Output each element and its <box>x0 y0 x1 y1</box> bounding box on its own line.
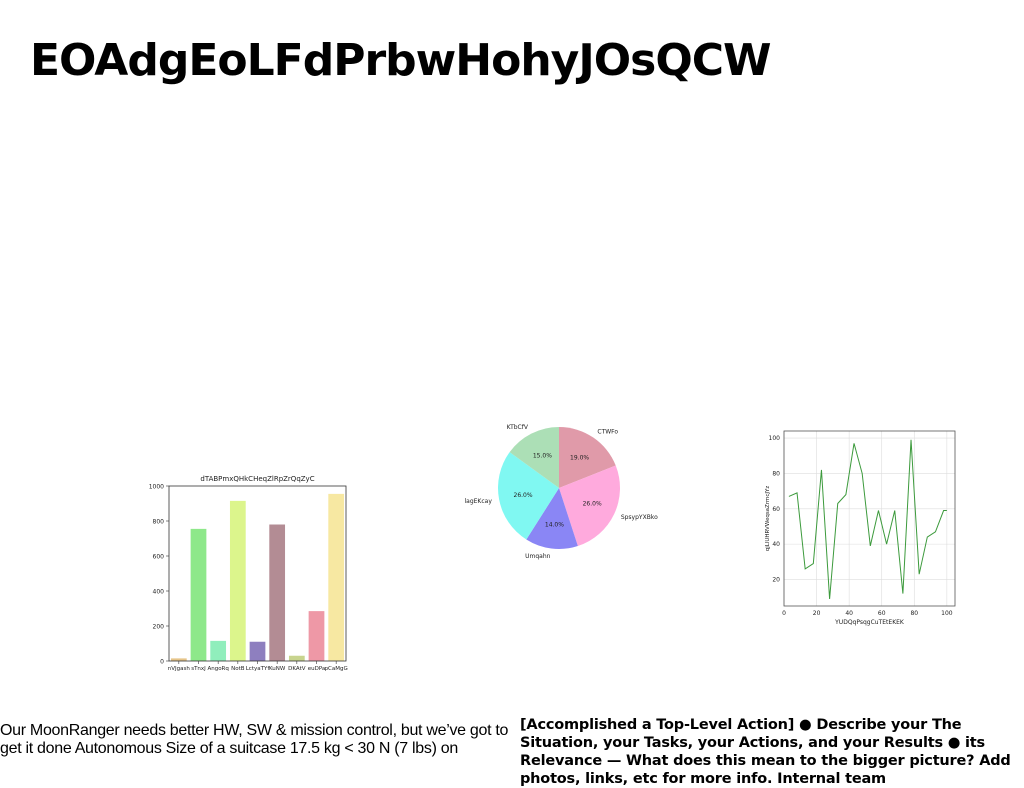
pie-slice-label: lagEKcay <box>464 498 492 505</box>
bar <box>288 655 305 661</box>
line-ylabel: qjLlUHRVWeqsaZrmcJYz <box>765 486 771 552</box>
bar-ytick-label: 0 <box>160 659 164 666</box>
body-text-left: Our MoonRanger needs better HW, SW & mis… <box>0 722 509 757</box>
pie-slice-label: KTbCfV <box>507 424 529 431</box>
line-xtick-label: 100 <box>941 610 953 617</box>
line-xtick-label: 0 <box>782 610 786 617</box>
line-xtick-label: 60 <box>878 610 886 617</box>
bar-xtick-label: NotB <box>231 666 245 672</box>
bar <box>308 611 325 661</box>
line-ytick-label: 80 <box>772 470 780 477</box>
bar-plot-frame <box>168 485 347 662</box>
bar <box>328 493 345 661</box>
pie-percent-label: 26.0% <box>583 501 602 508</box>
pie-slice-label: SpsypYXBko <box>621 514 658 521</box>
pie-percent-label: 15.0% <box>533 452 552 459</box>
line-xtick-label: 80 <box>910 610 918 617</box>
line-xtick-label: 40 <box>845 610 853 617</box>
bar-xtick-label: KuNW <box>269 666 286 672</box>
bar-ytick-label: 600 <box>153 554 165 561</box>
bar-ytick-label: 200 <box>153 624 165 631</box>
line-chart: 0 20 40 60 80 100 20 40 60 80 100 YUDQqPsqgCuTEtEKE… <box>765 430 956 626</box>
bar-xtick-label: DKAtV <box>288 666 306 672</box>
bar <box>210 640 227 661</box>
bar-xtick-label: sTnxJ <box>191 666 206 672</box>
line-ytick-label: 40 <box>772 541 780 548</box>
pie-slice <box>559 427 616 488</box>
line-plot-frame <box>783 430 956 607</box>
bar-chart: dTABPmxQHkCHeqZlRpZrQqZyC 0 200 400 600 800 10… <box>149 475 348 672</box>
pie-slice <box>498 452 559 540</box>
bar-xtick-label: nVJgash <box>168 666 191 672</box>
bar <box>249 641 266 661</box>
pie-chart: 19.0% CTWFo 26.0% SpsypYXBko 14.0% Umqahn 26.0… <box>464 424 658 560</box>
bar-ytick-label: 1000 <box>149 484 164 491</box>
bar-xtick-label: LctyaTYf <box>246 666 271 672</box>
pie-slice <box>509 427 559 488</box>
slide-title: EOAdgEoLFdPrbwHohyJOsQCW <box>30 35 772 86</box>
bar <box>229 500 246 661</box>
line-ytick-label: 60 <box>772 506 780 513</box>
line-xlabel: YUDQqPsqgCuTEtEKEK <box>834 619 905 626</box>
pie-percent-label: 14.0% <box>545 521 564 528</box>
pie-slice <box>526 488 578 549</box>
pie-slice-label: Umqahn <box>525 553 551 560</box>
bar-xtick-label: AngoRq <box>207 666 228 672</box>
line-ytick-label: 20 <box>772 576 780 583</box>
body-text-right: [Accomplished a Top-Level Action] ● Desc… <box>520 717 1011 787</box>
pie-slice-label: CTWFo <box>597 428 618 435</box>
pie-slice <box>559 465 620 547</box>
bar <box>269 524 286 661</box>
line-series <box>788 439 947 599</box>
bar <box>190 528 207 661</box>
pie-percent-label: 26.0% <box>514 492 533 499</box>
bar-chart-title: dTABPmxQHkCHeqZlRpZrQqZyC <box>200 475 314 483</box>
bar-ytick-label: 800 <box>153 519 165 526</box>
bar-ytick-label: 400 <box>153 589 165 596</box>
pie-percent-label: 19.0% <box>570 455 589 462</box>
bar-xtick-label: euDPa <box>308 666 326 672</box>
bar-xtick-label: pCaMgG <box>325 666 348 672</box>
line-xtick-label: 20 <box>813 610 821 617</box>
bar <box>170 658 187 661</box>
line-ytick-label: 100 <box>769 435 781 442</box>
